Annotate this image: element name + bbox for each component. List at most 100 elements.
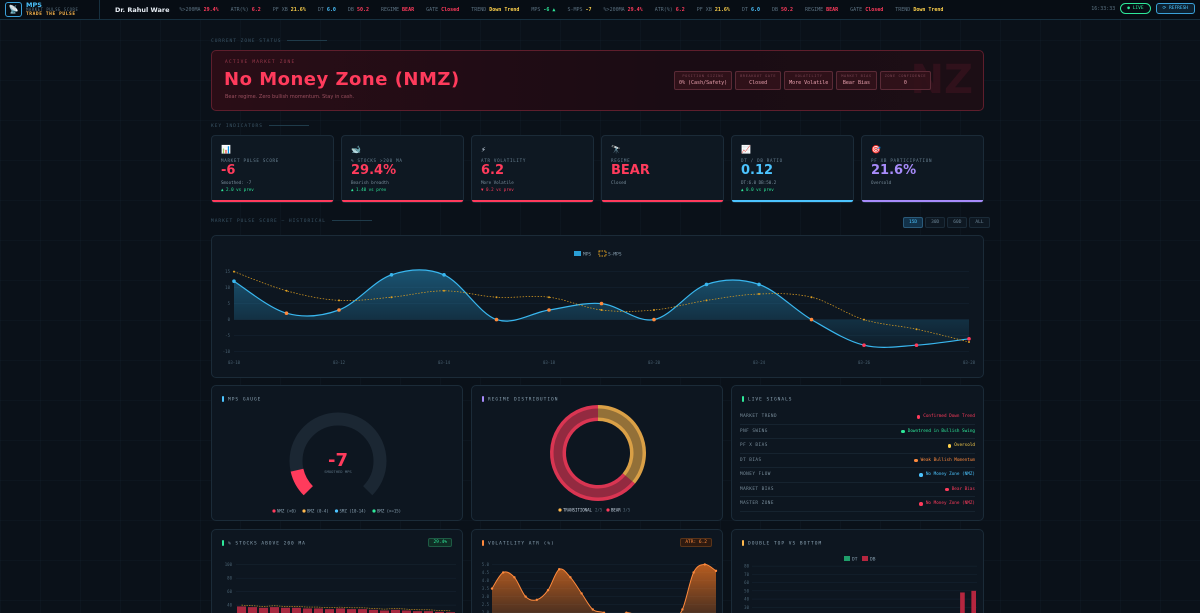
mps-point[interactable] <box>232 279 236 283</box>
volatility-point[interactable] <box>490 587 494 590</box>
kpi-card[interactable]: ⚡ ATR VOLATILITY 6.2 More Volatile ▼ 0.2 vs … <box>471 135 594 203</box>
zone-chip: BREAKOUT GATE Closed <box>735 71 782 90</box>
volatility-point[interactable] <box>569 576 572 579</box>
breadth-bar[interactable] <box>270 607 279 613</box>
range-tab[interactable]: 60D <box>947 217 968 228</box>
volatility-point[interactable] <box>502 571 505 574</box>
brand[interactable]: 📡 MPS MARKET PULSE SCORE TRADE THE PULSE <box>0 0 100 19</box>
gauge-panel: MPS GAUGE -7 SMOOTHED MPS NMZ (<0) BMZ (0-4… <box>211 385 463 521</box>
top-bar: 📡 MPS MARKET PULSE SCORE TRADE THE PULSE… <box>0 0 1200 20</box>
ticker-key: DB <box>771 6 778 13</box>
mps-point[interactable] <box>809 317 814 322</box>
db-bar[interactable] <box>960 592 965 613</box>
breadth-bar[interactable] <box>237 606 246 613</box>
breadth-bar[interactable] <box>413 611 422 613</box>
breadth-bar[interactable] <box>325 609 334 613</box>
signal-value: No Money Zone (NMZ) <box>919 501 975 506</box>
volatility-point[interactable] <box>558 568 561 571</box>
kpi-value: BEAR <box>611 163 650 178</box>
mps-point[interactable] <box>967 337 971 341</box>
mps-point[interactable] <box>389 273 394 277</box>
kpi-card[interactable]: 📈 DT / DB RATIO 0.12 DT:6.0 DB:50.2 ▲ 0.0 vs… <box>731 135 854 203</box>
x-tick-label: 03-20 <box>648 360 661 365</box>
kpi-card[interactable]: 🐋 % STOCKS >200 MA 29.4% Bearish breadth ▲ 1… <box>341 135 464 203</box>
breadth-bar[interactable] <box>303 608 312 613</box>
mps-point[interactable] <box>284 311 289 315</box>
ticker-key: PF XB <box>272 6 288 13</box>
volatility-point[interactable] <box>703 563 706 566</box>
dtdb-title: DOUBLE TOP VS BOTTOM <box>742 540 822 547</box>
breadth-bar[interactable] <box>391 609 400 613</box>
breadth-bar[interactable] <box>292 607 301 613</box>
kpi-value: 29.4% <box>351 163 397 178</box>
chart-legend[interactable]: MPS S-MPS <box>574 250 622 258</box>
volatility-point[interactable] <box>681 608 684 611</box>
y-tick-label: 3.5 <box>482 586 490 591</box>
zone-chip: VOLATILITY More Volatile <box>784 71 834 90</box>
volatility-point[interactable] <box>546 588 550 592</box>
y-tick-label: 4.5 <box>482 570 490 575</box>
mps-point[interactable] <box>862 343 866 347</box>
volatility-point[interactable] <box>714 569 718 573</box>
status-dot <box>947 444 952 448</box>
volatility-point[interactable] <box>524 595 527 598</box>
mps-point[interactable] <box>337 308 341 312</box>
refresh-button[interactable]: ⟳ REFRESH <box>1155 3 1195 14</box>
breadth-bar[interactable] <box>358 609 367 613</box>
header-actions: 16:33:33 ● LIVE ⟳ REFRESH <box>1091 3 1195 14</box>
donut-slice[interactable] <box>597 405 646 484</box>
mps-point[interactable] <box>652 317 656 322</box>
breadth-bar[interactable] <box>347 609 356 613</box>
mps-point[interactable] <box>547 308 551 312</box>
y-tick-label: 5.0 <box>482 562 490 567</box>
breadth-bar[interactable] <box>435 611 444 613</box>
ticker-key: S-MPS <box>567 6 583 13</box>
donut-slice-shade <box>553 408 633 498</box>
mps-point[interactable] <box>442 273 446 277</box>
kpi-value: 6.2 <box>481 163 505 178</box>
legend-swatch-mps <box>574 251 581 256</box>
volatility-point[interactable] <box>692 571 695 574</box>
smps-point <box>810 296 813 299</box>
mps-point[interactable] <box>599 301 604 306</box>
ticker-item: GATE Closed <box>426 7 459 13</box>
breadth-bar[interactable] <box>259 607 268 613</box>
breadth-bar[interactable] <box>281 607 290 613</box>
smps-point <box>548 296 550 299</box>
kpi-icon: 🔭 <box>611 145 621 154</box>
gauge-legend-label: NMZ (<0) <box>277 509 296 514</box>
live-indicator[interactable]: ● LIVE <box>1120 3 1151 14</box>
breadth-bar[interactable] <box>402 610 411 613</box>
volatility-point[interactable] <box>535 598 538 602</box>
signal-text: Weak Bullish Momentum <box>920 457 975 463</box>
donut-slice[interactable] <box>550 405 635 501</box>
kpi-subtext: Oversold <box>871 180 892 186</box>
mps-point[interactable] <box>704 282 709 287</box>
breadth-bar[interactable] <box>314 608 323 613</box>
mps-point[interactable] <box>757 282 761 287</box>
volatility-point[interactable] <box>513 576 516 579</box>
range-tab[interactable]: 15D <box>903 217 924 228</box>
breadth-bar[interactable] <box>424 611 433 613</box>
breadth-bar[interactable] <box>380 610 389 613</box>
volatility-point[interactable] <box>580 592 583 595</box>
brand-subtitle: MARKET PULSE SCORE <box>26 7 79 13</box>
breadth-bar[interactable] <box>336 608 345 613</box>
mps-point[interactable] <box>494 317 499 322</box>
range-tab[interactable]: ALL <box>969 217 990 228</box>
breadth-bar[interactable] <box>248 607 257 613</box>
section-label-indicators: KEY INDICATORS <box>211 124 309 129</box>
ticker-key: REGIME <box>805 6 824 13</box>
zone-chip-value: 0 <box>903 80 907 86</box>
kpi-card[interactable]: 📊 MARKET PULSE SCORE -6 Smoothed: -7 ▲ 2.0 v… <box>211 135 334 203</box>
range-tab[interactable]: 30D <box>925 217 946 228</box>
volatility-point[interactable] <box>591 608 594 611</box>
db-bar[interactable] <box>971 590 976 613</box>
kpi-subtext: Bearish breadth <box>351 180 389 186</box>
mps-point[interactable] <box>914 343 919 347</box>
legend-swatch-dt <box>844 556 850 561</box>
kpi-card[interactable]: 🔭 REGIME BEAR Closed <box>601 135 724 203</box>
kpi-card[interactable]: 🎯 PF XB PARTICIPATION 21.6% Oversold <box>861 135 984 203</box>
ticker-value: 21.6% <box>714 6 730 13</box>
breadth-bar[interactable] <box>369 609 378 613</box>
